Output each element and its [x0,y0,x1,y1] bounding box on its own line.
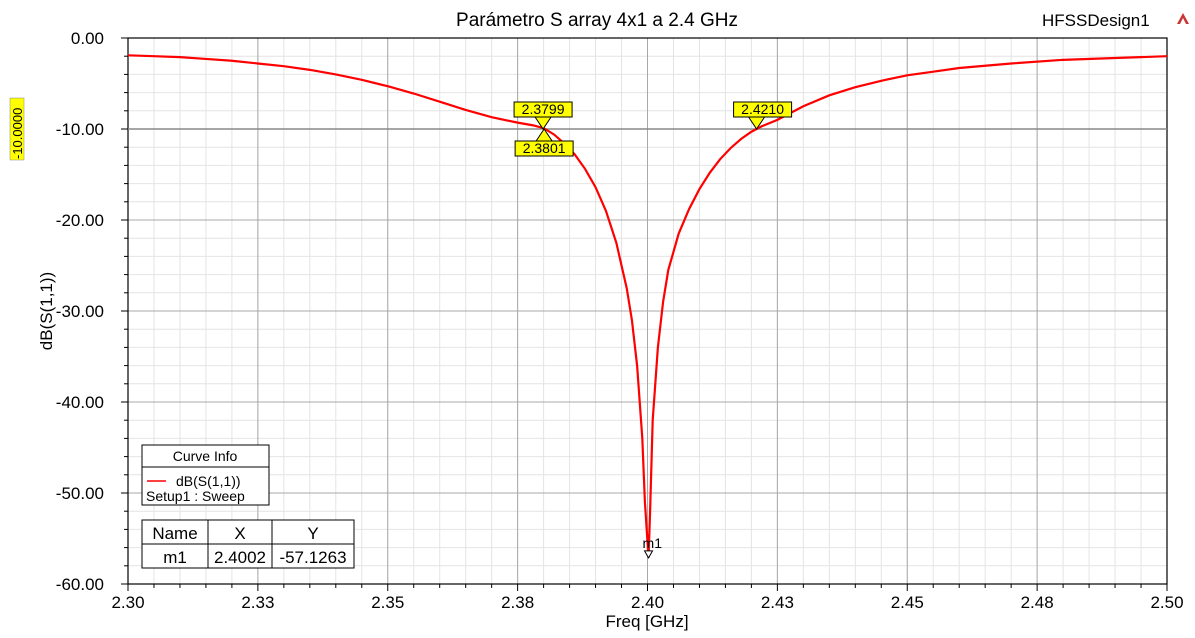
y-tick-label: -30.00 [56,302,104,321]
table-cell-x: 2.4002 [214,548,266,567]
marker-label: m1 [643,535,663,551]
marker-box [514,140,574,157]
x-tick-label: 2.50 [1150,593,1183,612]
y-tick-label: -20.00 [56,211,104,230]
marker-label: 2.3799 [522,101,565,117]
marker-m1[interactable]: m1 [643,535,663,559]
x-tick-label: 2.38 [501,593,534,612]
x-tick-label: 2.45 [891,593,924,612]
hfss-logo-icon [1177,13,1189,24]
legend-setup: Setup1 : Sweep [146,488,245,504]
curve-info-legend[interactable]: Curve Info dB(S(1,1)) Setup1 : Sweep [141,444,270,506]
x-tick-label: 2.43 [761,593,794,612]
x-tick-label: 2.33 [241,593,274,612]
markers: 2.3799 2.3801 2.4210 m1 [513,101,793,559]
marker-box [733,101,793,118]
x-tick-label: 2.40 [631,593,664,612]
marker-2.4210[interactable]: 2.4210 [733,101,793,130]
y-tick-label: -50.00 [56,484,104,503]
y-tick-label: -60.00 [56,575,104,594]
y-tick-label: -40.00 [56,393,104,412]
marker-box [513,101,573,118]
x-tick-label: 2.35 [371,593,404,612]
reference-line-label: -10.0000 [9,97,25,161]
legend-entry: dB(S(1,1)) [176,473,241,489]
reference-line-value: -10.0000 [10,108,25,159]
marker-label: 2.4210 [741,101,784,117]
marker-label: 2.3801 [523,140,566,156]
y-tick-label: -10.00 [56,120,104,139]
x-tick-label: 2.48 [1021,593,1054,612]
series-line-s11 [127,54,1168,558]
y-axis-label: dB(S(1,1)) [37,272,56,350]
table-header-y: Y [307,524,318,543]
marker-table[interactable]: Name X Y m1 2.4002 -57.1263 [141,519,355,569]
design-name: HFSSDesign1 [1042,11,1150,30]
legend-title: Curve Info [173,448,238,464]
grid [121,37,1168,591]
marker-triangle-icon [643,550,654,559]
table-header-x: X [234,524,245,543]
marker-2.3801[interactable]: 2.3801 [514,128,574,157]
table-cell-name: m1 [163,548,187,567]
y-tick-label: 0.00 [71,29,104,48]
table-cell-y: -57.1263 [279,548,346,567]
x-tick-label: 2.30 [111,593,144,612]
marker-2.3799[interactable]: 2.3799 [513,101,573,130]
chart-title: Parámetro S array 4x1 a 2.4 GHz [456,10,738,31]
table-header-name: Name [152,524,197,543]
x-axis-label: Freq [GHz] [605,612,688,631]
tick-labels: 2.30 2.33 2.35 2.38 2.40 2.43 2.45 2.48 2.50 0.00… [56,29,1184,612]
